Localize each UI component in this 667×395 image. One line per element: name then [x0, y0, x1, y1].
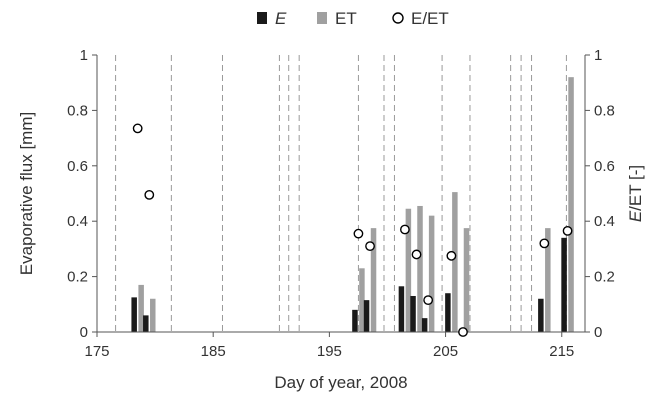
x-tick-label: 185	[201, 343, 226, 360]
tick-labels: 0 0 0.2 0.2 0.4 0.4 0.6 0.6 0.8 0.8 1 1 175 185 195 205…	[67, 47, 615, 360]
axes	[92, 54, 590, 337]
y-tick-label-left: 0.8	[67, 102, 88, 119]
legend-label: E	[275, 9, 287, 28]
x-tick-label: 215	[549, 343, 574, 360]
y-axis-title-right: E/ET [-]	[626, 165, 645, 222]
et-bar	[452, 192, 458, 332]
e-et-point	[144, 189, 155, 200]
e-et-point	[365, 241, 375, 252]
x-tick-label: 195	[317, 343, 342, 360]
et-bar	[359, 268, 365, 332]
e-et-point	[539, 238, 550, 249]
y-tick-label-right: 0	[594, 324, 602, 341]
e-et-point	[353, 228, 364, 239]
e-bars	[131, 237, 567, 332]
y-tick-label-right: 0.2	[594, 269, 615, 286]
e-et-point	[400, 224, 410, 235]
y-tick-label-right: 0.4	[594, 213, 615, 230]
e-et-point	[132, 123, 143, 134]
legend-label: ET	[335, 9, 357, 28]
e-et-point	[423, 295, 434, 306]
et-bar	[405, 208, 412, 332]
et-bar	[138, 284, 144, 332]
e-bar	[363, 300, 370, 332]
y-tick-label-right: 0.6	[594, 158, 615, 175]
x-axis-title: Day of year, 2008	[274, 373, 407, 392]
et-bar	[370, 228, 377, 332]
e-et-point	[446, 250, 457, 261]
y-axis-title-left: Evaporative flux [mm]	[17, 112, 36, 275]
legend-label: E/ET	[411, 9, 449, 28]
et-bar	[417, 205, 423, 332]
x-tick-label: 205	[433, 343, 458, 360]
et-bar	[463, 228, 470, 332]
legend: E ET E/ET	[257, 9, 449, 28]
e-bar	[143, 315, 149, 332]
y-tick-label-left: 0.2	[67, 269, 88, 286]
e-bar	[445, 293, 451, 332]
y-tick-label-left: 0.4	[67, 213, 88, 230]
e-bar	[561, 237, 567, 332]
et-bar	[150, 298, 156, 332]
legend-swatch-et	[317, 12, 327, 24]
e-bar	[538, 298, 544, 332]
e-bar	[352, 309, 358, 332]
et-bar	[428, 215, 435, 332]
dashed-vertical-lines	[115, 55, 567, 332]
x-tick-label: 175	[84, 343, 109, 360]
e-bar	[131, 297, 137, 332]
e-bar	[398, 286, 405, 332]
e-et-point	[411, 249, 422, 260]
e-et-point	[458, 327, 468, 337]
y-tick-label-right: 1	[594, 47, 602, 64]
et-bars	[138, 77, 574, 332]
e-bar	[421, 318, 428, 332]
et-bar	[545, 228, 551, 332]
y-tick-label-left: 0.6	[67, 158, 88, 175]
y-tick-label-left: 1	[80, 47, 88, 64]
e-et-point	[562, 225, 573, 236]
legend-marker-e-et	[392, 12, 404, 24]
y-tick-label-left: 0	[80, 324, 88, 341]
y-tick-label-right: 0.8	[594, 102, 615, 119]
legend-swatch-e	[257, 12, 267, 24]
e-bar	[410, 295, 416, 332]
e-et-points	[132, 123, 573, 337]
et-bar	[568, 77, 574, 332]
